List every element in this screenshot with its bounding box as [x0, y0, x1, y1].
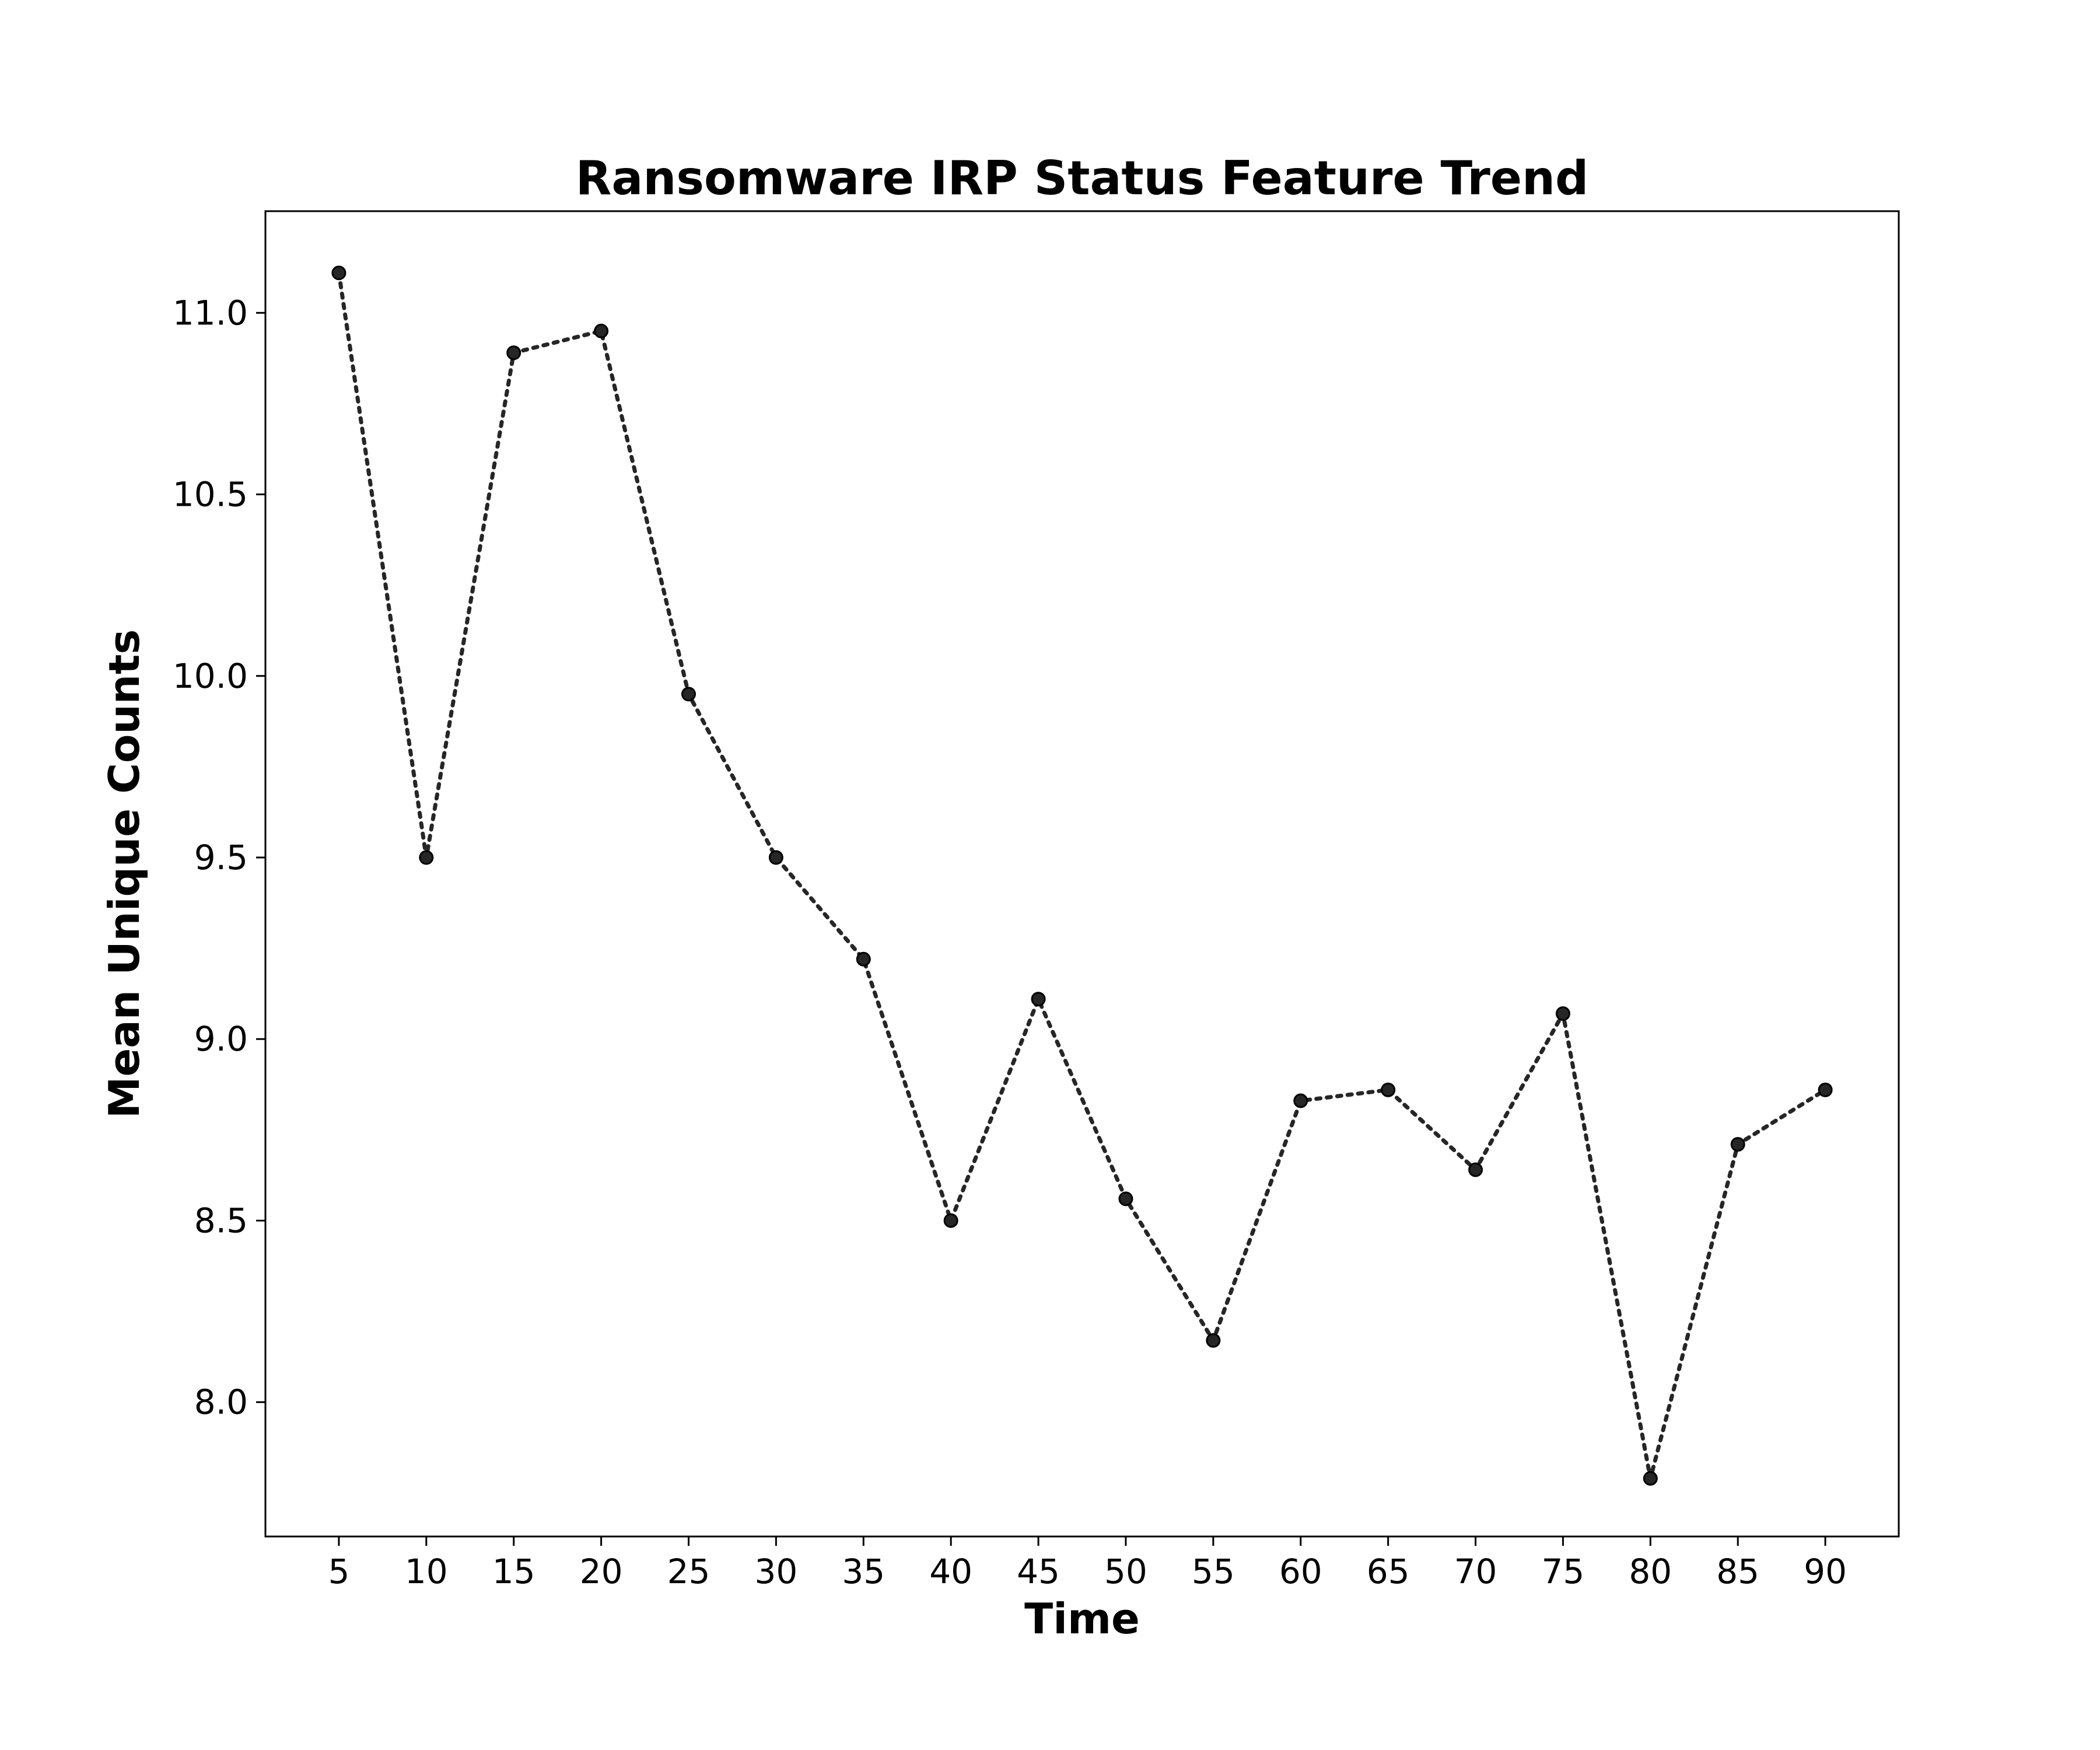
y-axis-ticks: 8.0 8.5 9.0 9.5 10.0 10.5 11.0	[173, 293, 265, 1422]
x-tick-label: 55	[1192, 1552, 1235, 1591]
data-point	[1730, 1137, 1745, 1152]
x-tick-label: 5	[328, 1552, 349, 1591]
x-tick-label: 65	[1367, 1552, 1410, 1591]
x-tick-label: 60	[1279, 1552, 1322, 1591]
data-point	[506, 345, 522, 360]
x-tick-label: 10	[405, 1552, 448, 1591]
y-tick-label: 8.5	[194, 1200, 248, 1240]
y-tick-label: 10.0	[173, 656, 248, 696]
x-tick-label: 70	[1454, 1552, 1497, 1591]
series-line	[337, 271, 1828, 1479]
x-tick-label: 20	[580, 1552, 623, 1591]
x-tick-label: 90	[1804, 1552, 1847, 1591]
plot-area	[264, 210, 1900, 1538]
data-point	[1643, 1471, 1658, 1486]
data-point	[1206, 1333, 1221, 1348]
data-point	[594, 323, 609, 338]
y-tick-label: 9.0	[194, 1019, 248, 1059]
y-tick-label: 11.0	[173, 293, 248, 332]
series-layer	[331, 265, 1833, 1486]
data-point	[1118, 1191, 1133, 1206]
x-tick-label: 30	[754, 1552, 797, 1591]
data-point	[768, 850, 783, 865]
x-tick-label: 85	[1716, 1552, 1759, 1591]
x-tick-label: 75	[1542, 1552, 1585, 1591]
x-tick-label: 15	[492, 1552, 536, 1591]
data-point	[943, 1213, 958, 1228]
data-point	[1468, 1162, 1483, 1177]
x-tick-label: 35	[842, 1552, 885, 1591]
x-tick-label: 40	[929, 1552, 972, 1591]
x-tick-label: 50	[1104, 1552, 1147, 1591]
x-tick-label: 45	[1017, 1552, 1060, 1591]
y-tick-label: 10.5	[173, 475, 248, 514]
x-tick-label: 80	[1629, 1552, 1672, 1591]
y-axis-label: Mean Unique Counts	[100, 629, 149, 1119]
x-tick-label: 25	[667, 1552, 710, 1591]
chart-title: Ransomware IRP Status Feature Trend	[576, 151, 1588, 205]
x-axis-label: Time	[1024, 1594, 1140, 1643]
data-point	[1555, 1006, 1570, 1021]
data-point	[331, 265, 346, 281]
x-axis-ticks: 5 10 15 20 25 30 35 40 45 50 55 60 65 70 75 80 85 90	[328, 1536, 1847, 1591]
y-tick-label: 8.0	[194, 1382, 248, 1422]
data-point	[1818, 1082, 1833, 1097]
data-point	[1381, 1082, 1396, 1097]
data-point	[1293, 1093, 1308, 1108]
data-point	[1031, 992, 1046, 1007]
data-point	[856, 951, 871, 967]
y-tick-label: 9.5	[194, 838, 248, 877]
data-point	[419, 850, 434, 865]
data-point	[681, 687, 696, 702]
